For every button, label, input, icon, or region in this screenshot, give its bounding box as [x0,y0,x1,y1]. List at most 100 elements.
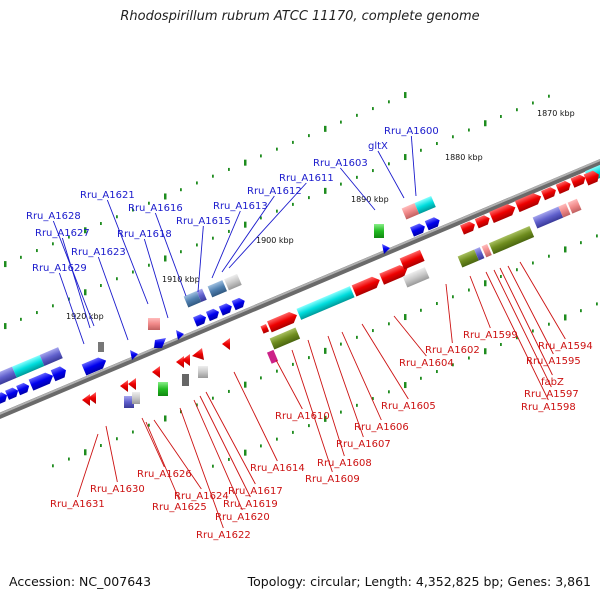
tick-mark [484,120,487,127]
leader-line [106,199,149,305]
tick-mark [468,288,470,292]
leader-line [469,275,491,329]
gene-arrow-blue [130,350,138,360]
gene-label-top: Rru_A1621 [80,190,135,201]
tick-mark [244,159,247,166]
gene-label-bottom: Rru_A1614 [250,463,305,474]
leader-line [199,395,251,498]
genome-backbone [0,158,600,420]
gene-arrow-red [460,164,600,235]
leader-line [519,261,566,340]
leader-line [507,265,554,355]
tick-mark [4,323,7,330]
tick-mark [52,242,54,246]
gene-label-bottom: Rru_A1605 [381,401,436,412]
gene-label-bottom: Rru_A1606 [354,422,409,433]
tick-mark [404,154,407,161]
tick-mark [324,187,327,194]
gene-arrow-red [222,338,230,350]
tick-mark [276,147,278,151]
tick-mark [100,222,102,226]
leader-line [485,271,549,401]
tick-mark [308,196,310,200]
tick-mark [468,128,470,132]
tick-mark [228,457,230,461]
gene-label-top: Rru_A1629 [32,263,87,274]
tick-mark [212,464,214,468]
tick-mark [468,356,470,360]
leader-line [228,182,307,269]
tick-mark [180,250,182,254]
gene-arrow-red [583,170,599,186]
gene-label-bottom: Rru_A1625 [152,502,207,513]
gene-gray-block [402,267,430,288]
tick-mark [436,142,438,146]
tick-mark [548,254,550,258]
tick-mark [372,397,374,401]
kbp-label: 1880 kbp [445,153,483,162]
tick-mark [36,311,38,315]
genome-summary-text: Topology: circular; Length: 4,352,825 bp… [247,574,591,589]
tick-mark [68,297,70,301]
gene-green-block [374,224,384,238]
leader-line [153,419,202,490]
gene-label-top: Rru_A1611 [279,173,334,184]
tick-mark [356,335,358,339]
tick-mark [308,134,310,138]
leader-line [141,417,165,468]
tick-mark [404,382,407,389]
tick-mark [388,390,390,394]
accession-text: Accession: NC_007643 [9,574,152,589]
tick-mark [420,308,422,312]
gene-label-top: Rru_A1603 [313,158,368,169]
leader-line [493,269,552,388]
gene-label-bottom: Rru_A1599 [463,330,518,341]
tick-mark [452,295,454,299]
gene-label-top: gltX [368,141,388,152]
tick-mark [500,274,502,278]
tick-mark [244,449,247,456]
tick-mark [532,101,534,105]
tick-mark [20,255,22,259]
tick-mark [484,280,487,287]
tick-mark [180,188,182,192]
tick-mark [84,289,87,296]
kbp-label: 1900 kbp [256,236,294,245]
gene-arrow-blue [154,338,166,348]
gene-label-bottom: Rru_A1607 [336,439,391,450]
tick-mark [132,208,134,212]
gene-gray-block [98,342,104,352]
leader-line [61,237,91,329]
gene-label-bottom: Rru_A1622 [196,530,251,541]
tick-mark [84,227,87,234]
tick-mark [260,216,262,220]
tick-mark [212,236,214,240]
gene-label-bottom: Rru_A1610 [275,411,330,422]
tick-mark [132,270,134,274]
leader-line [105,425,118,483]
leader-line [499,267,553,376]
kbp-label: 1910 kbp [162,275,200,284]
tick-mark [532,261,534,265]
gene-arrow-red [128,378,136,390]
tick-mark [484,348,487,355]
gene-arrow-blue [382,244,390,254]
tick-mark [148,423,150,427]
tick-mark [580,241,582,245]
leader-line [393,315,427,357]
tick-mark [116,437,118,441]
gene-arrow-red [88,392,96,404]
tick-mark [292,362,294,366]
leader-line [221,195,275,273]
gene-olive-block [266,327,301,364]
gene-label-bottom: Rru_A1630 [90,484,145,495]
tick-mark [308,356,310,360]
tick-mark [292,202,294,206]
gene-label-bottom: Rru_A1608 [317,458,372,469]
tick-mark [420,148,422,152]
gene-arrow-red [82,394,90,406]
gene-label-bottom: fabZ [541,377,564,388]
tick-mark [324,415,327,422]
